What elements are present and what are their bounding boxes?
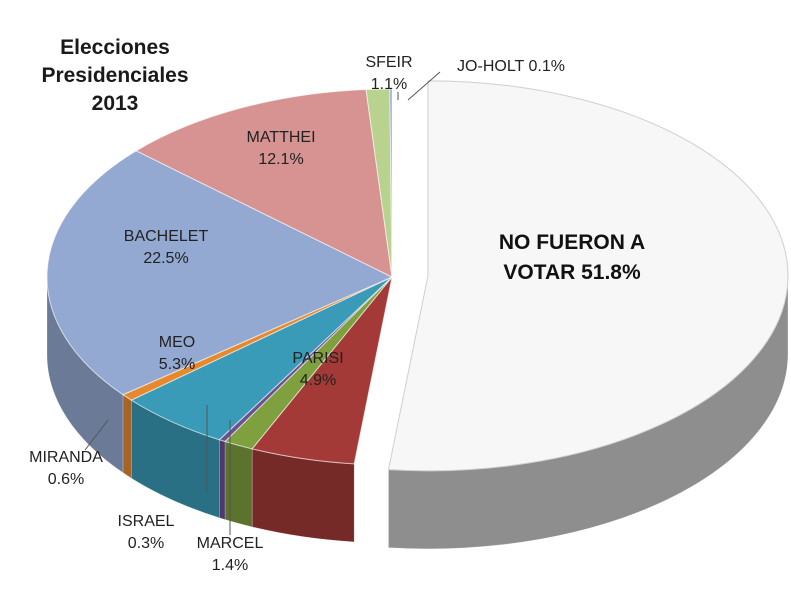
slice-name-no-fueron-a-votar-line-2: VOTAR 51.8%	[503, 261, 641, 284]
chart-title-line-1: Elecciones	[60, 36, 170, 59]
slice-value-no-fueron-a-votar: 51.8%	[581, 261, 641, 284]
slice-value-miranda: 0.6%	[47, 471, 85, 488]
slice-value-jo-holt: 0.1%	[528, 58, 565, 75]
slice-label-jo-holt: JO-HOLT 0.1%	[457, 56, 565, 78]
slice-value-matthei: 12.1%	[258, 151, 304, 168]
leader-line-miranda	[84, 419, 109, 451]
slice-label-israel: ISRAEL 0.3%	[118, 511, 175, 555]
slice-label-sfeir: SFEIR 1.1%	[365, 52, 412, 96]
slice-name-bachelet: BACHELET	[123, 228, 209, 245]
slice-name-miranda: MIRANDA	[29, 449, 103, 466]
slice-name-jo-holt: JO-HOLT	[457, 58, 525, 75]
slice-name-marcel: MARCEL	[196, 535, 264, 552]
slice-name-parisi: PARISI	[292, 350, 344, 367]
slice-label-no-fueron-a-votar: NO FUERON A VOTAR 51.8%	[499, 228, 645, 288]
chart-title-line-3: 2013	[91, 92, 139, 115]
slice-no-fueron-a-votar	[387, 80, 789, 472]
slice-label-miranda: MIRANDA 0.6%	[29, 447, 103, 491]
slice-bachelet	[46, 150, 394, 396]
slice-side-israel	[219, 439, 226, 520]
slice-label-parisi: PARISI 4.9%	[292, 348, 343, 392]
slice-value-parisi: 4.9%	[299, 372, 337, 389]
slice-name-sfeir: SFEIR	[365, 54, 413, 71]
chart-title-line-2: Presidenciales	[41, 64, 189, 87]
slice-name-no-fueron-a-votar-line-1: NO FUERON A	[498, 231, 646, 254]
slice-name-meo: MEO	[158, 334, 196, 351]
slice-name-matthei: MATTHEI	[246, 129, 316, 146]
slice-label-meo: MEO 5.3%	[159, 332, 195, 376]
slice-label-bachelet: BACHELET 22.5%	[124, 226, 208, 270]
slice-label-matthei: MATTHEI 12.1%	[246, 127, 315, 171]
slice-value-sfeir: 1.1%	[370, 76, 408, 93]
slice-side-marcel	[224, 441, 253, 528]
slice-matthei	[135, 89, 393, 278]
slice-value-israel: 0.3%	[127, 535, 165, 552]
slice-side-miranda	[122, 394, 132, 479]
slice-jo-holt	[389, 88, 393, 278]
leader-line-jo-holt	[407, 71, 441, 101]
slice-name-israel: ISRAEL	[117, 513, 175, 530]
slice-label-marcel: MARCEL 1.4%	[197, 533, 264, 577]
slice-value-meo: 5.3%	[158, 356, 196, 373]
slice-value-marcel: 1.4%	[211, 557, 249, 574]
slice-value-bachelet: 22.5%	[143, 250, 189, 267]
